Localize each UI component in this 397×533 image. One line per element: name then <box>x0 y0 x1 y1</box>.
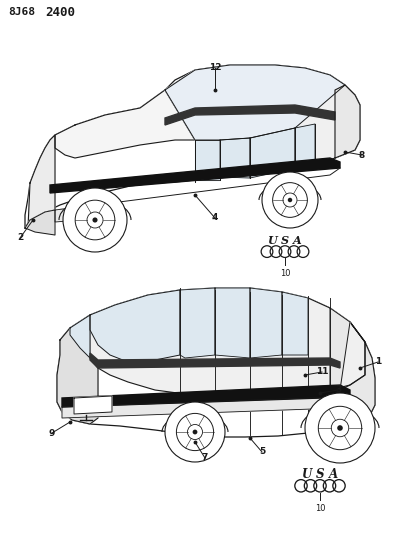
Text: 2400: 2400 <box>45 5 75 19</box>
Polygon shape <box>50 158 340 193</box>
Polygon shape <box>25 65 360 228</box>
Polygon shape <box>28 135 55 228</box>
Circle shape <box>337 425 343 431</box>
Text: 2: 2 <box>17 233 23 243</box>
Polygon shape <box>62 397 340 418</box>
Polygon shape <box>335 85 360 158</box>
Polygon shape <box>62 385 350 407</box>
Polygon shape <box>55 90 195 158</box>
Polygon shape <box>165 65 360 165</box>
Circle shape <box>193 430 197 434</box>
Text: 11: 11 <box>316 367 328 376</box>
Text: 5: 5 <box>259 448 265 456</box>
Text: A: A <box>329 468 338 481</box>
Circle shape <box>165 402 225 462</box>
Polygon shape <box>215 288 250 358</box>
Polygon shape <box>330 308 350 390</box>
Text: S: S <box>281 235 289 246</box>
Text: U: U <box>301 468 312 481</box>
Polygon shape <box>25 210 55 235</box>
Polygon shape <box>90 290 180 362</box>
Circle shape <box>262 172 318 228</box>
Text: 10: 10 <box>315 504 325 513</box>
Polygon shape <box>340 322 375 428</box>
Text: 7: 7 <box>202 454 208 463</box>
Circle shape <box>63 188 127 252</box>
Polygon shape <box>180 288 215 358</box>
Text: 4: 4 <box>212 214 218 222</box>
Text: 12: 12 <box>209 63 221 72</box>
Circle shape <box>288 198 292 202</box>
Text: 9: 9 <box>49 429 55 438</box>
Text: S: S <box>316 468 324 481</box>
Text: 8: 8 <box>359 150 365 159</box>
Text: A: A <box>293 235 302 246</box>
Circle shape <box>305 393 375 463</box>
Polygon shape <box>55 207 80 222</box>
Text: U: U <box>268 235 277 246</box>
Polygon shape <box>57 315 98 424</box>
Polygon shape <box>295 124 315 168</box>
Polygon shape <box>57 288 375 437</box>
Polygon shape <box>70 315 90 358</box>
Polygon shape <box>195 140 220 180</box>
Polygon shape <box>250 288 282 358</box>
Polygon shape <box>74 396 112 414</box>
Text: 10: 10 <box>280 270 290 278</box>
Polygon shape <box>165 105 335 125</box>
Text: 1: 1 <box>375 358 381 367</box>
Polygon shape <box>90 288 365 397</box>
Text: 8J68: 8J68 <box>8 7 35 17</box>
Polygon shape <box>220 138 250 178</box>
Polygon shape <box>282 292 308 355</box>
Circle shape <box>93 217 98 223</box>
Polygon shape <box>90 353 340 368</box>
Polygon shape <box>165 65 345 140</box>
Polygon shape <box>250 128 295 178</box>
Text: 3: 3 <box>335 385 341 394</box>
